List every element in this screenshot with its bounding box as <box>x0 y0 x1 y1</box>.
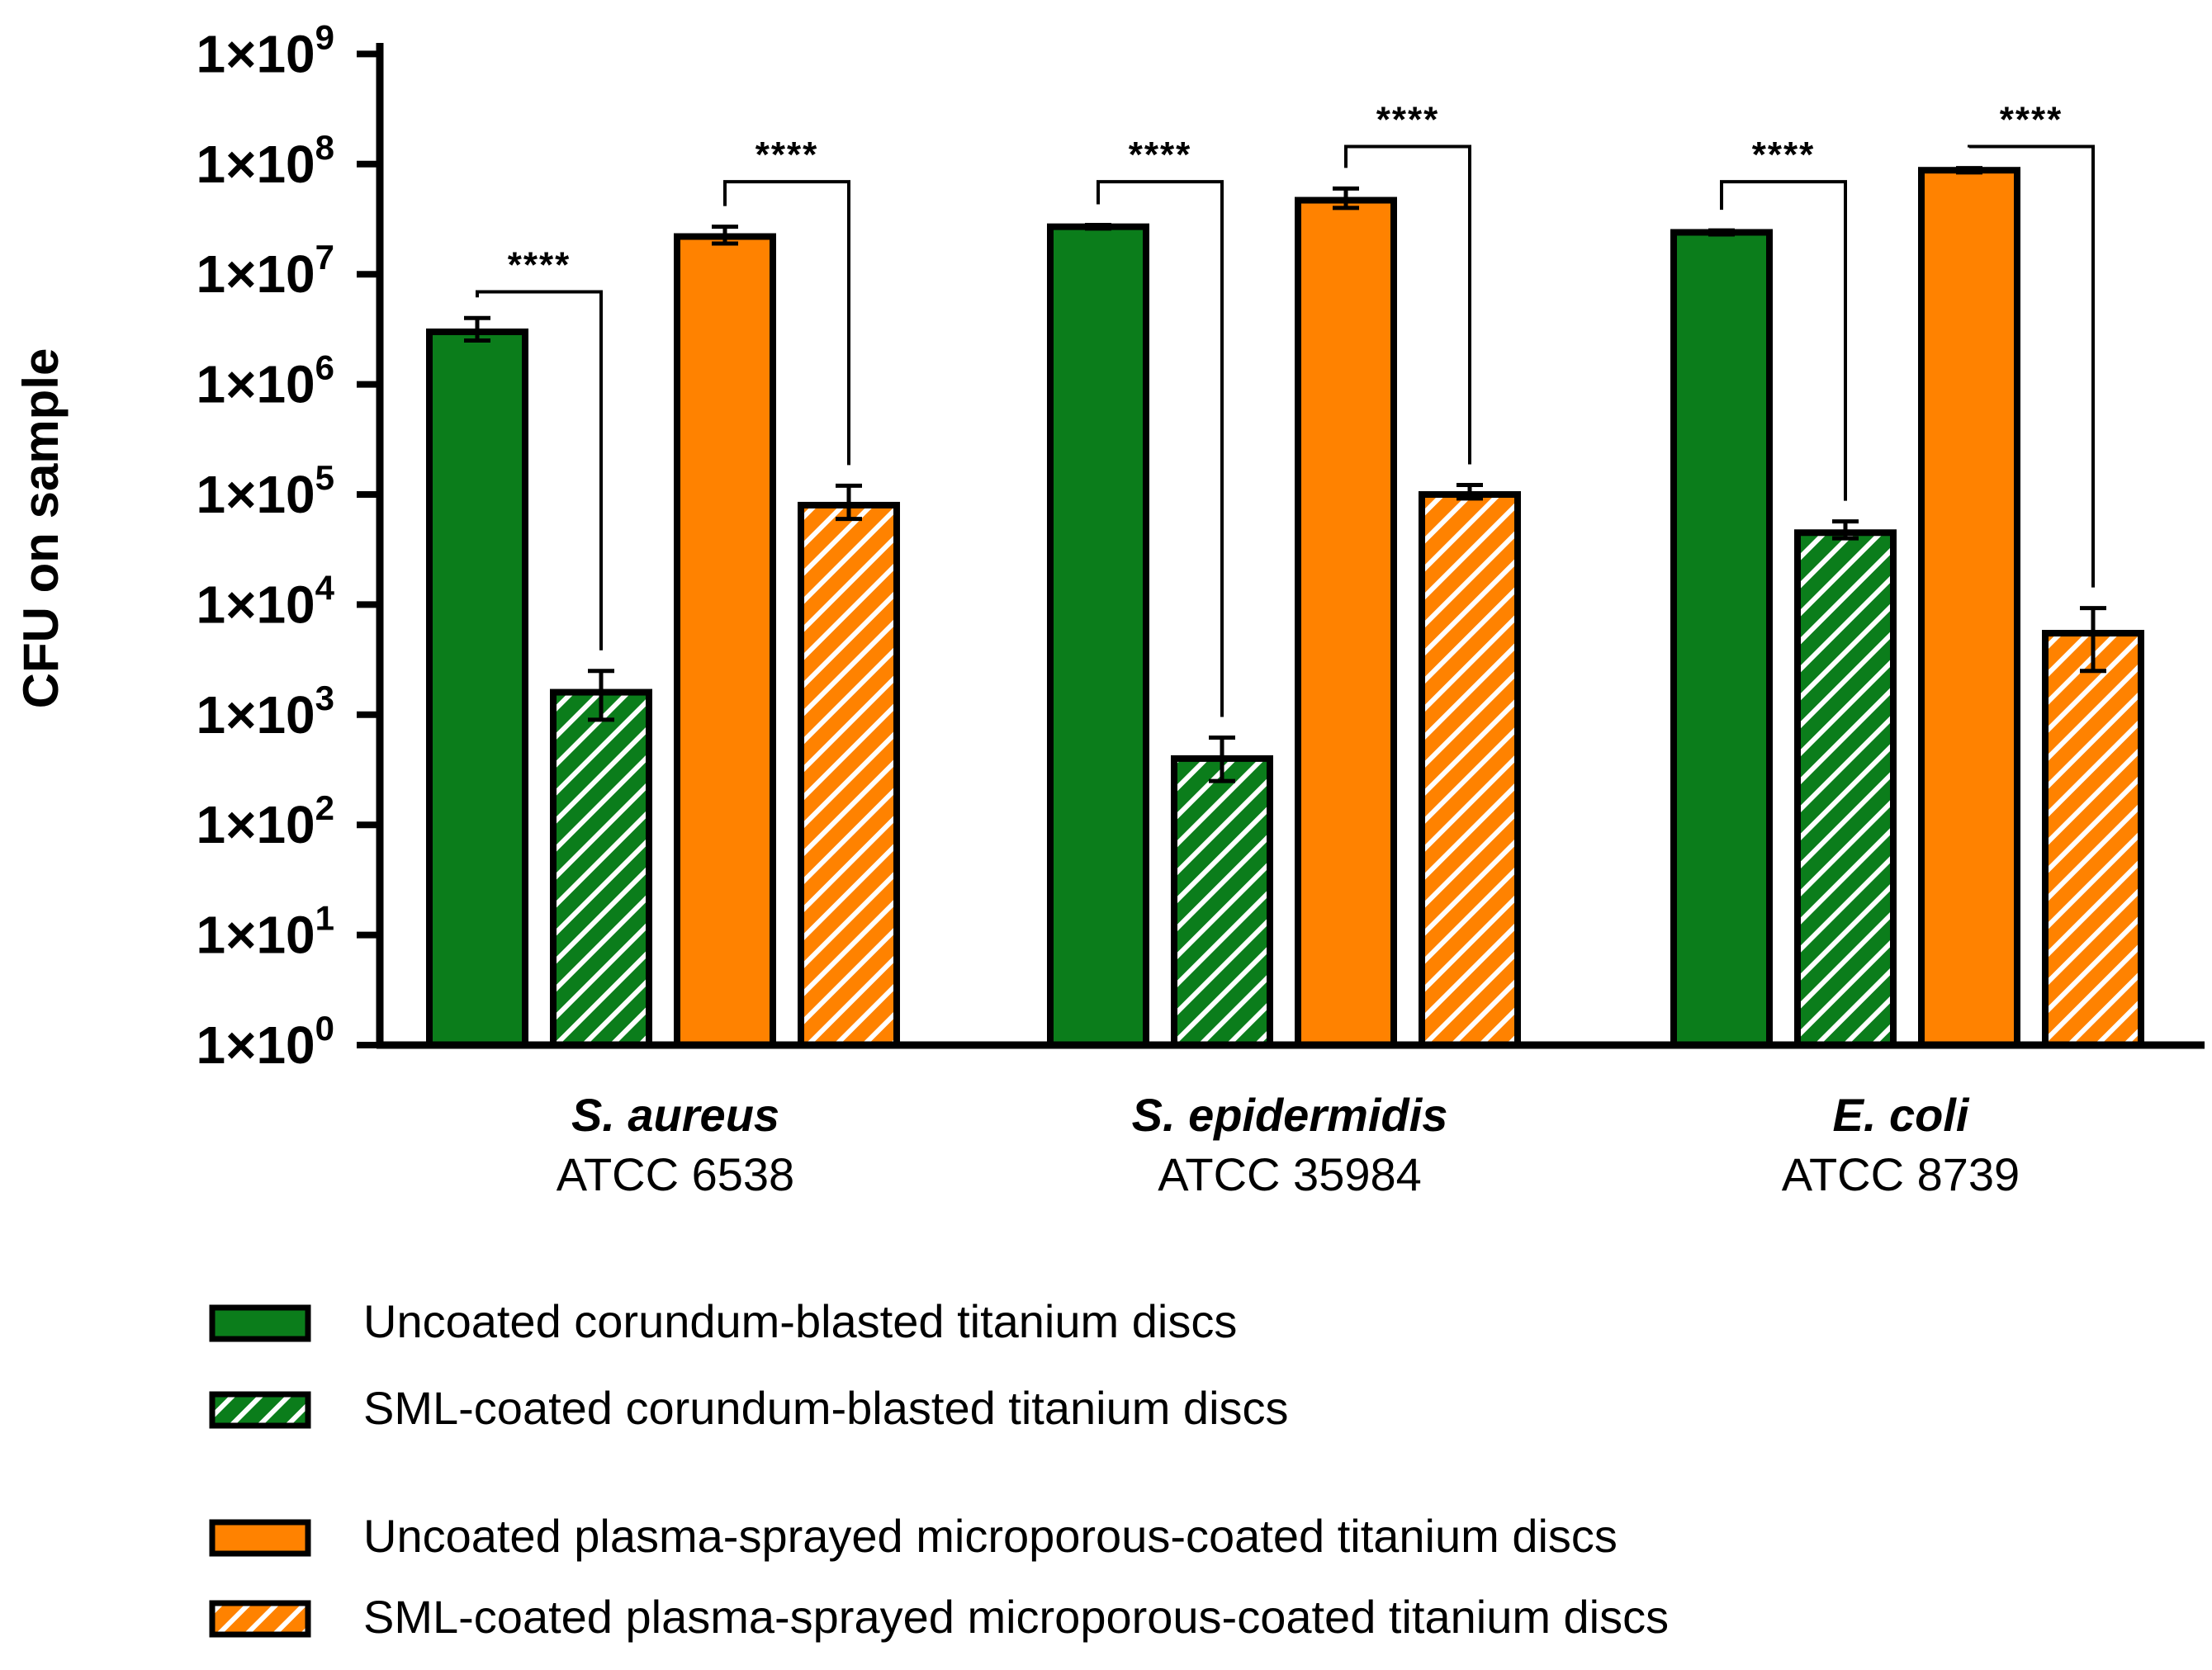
category-species-label: S. epidermidis <box>1132 1089 1448 1141</box>
category-species-label: E. coli <box>1833 1089 1970 1141</box>
significance-label: **** <box>1752 135 1816 175</box>
category-strain-label: ATCC 6538 <box>557 1148 794 1200</box>
bar <box>1047 223 1149 1048</box>
bar <box>1918 167 2020 1048</box>
x-axis-category-labels: S. aureus ATCC 6538 S. epidermidis ATCC 359… <box>557 1089 2020 1200</box>
significance-label: **** <box>1376 99 1440 140</box>
y-tick-label: 1×101 <box>196 899 334 965</box>
y-axis-ticks: 1×100 1×101 1×102 1×103 1×104 1×105 1×106 1×107… <box>196 17 380 1075</box>
significance-bracket <box>476 290 603 650</box>
significance-label: **** <box>1129 135 1192 175</box>
error-bars <box>464 166 2106 783</box>
significance-bracket <box>1344 144 1471 465</box>
significance-bracket <box>1968 144 2095 588</box>
legend: Uncoated corundum-blasted titanium discs… <box>209 1295 1669 1643</box>
significance-label: **** <box>755 135 819 175</box>
bar <box>2042 630 2144 1049</box>
y-tick-label: 1×108 <box>196 128 334 194</box>
bar <box>1295 196 1397 1048</box>
bar <box>674 233 776 1048</box>
legend-label: SML-coated plasma-sprayed microporous-co… <box>363 1591 1669 1643</box>
bar <box>798 501 900 1048</box>
category-strain-label: ATCC 35984 <box>1158 1148 1422 1200</box>
y-tick-label: 1×103 <box>196 679 334 745</box>
legend-label: Uncoated plasma-sprayed microporous-coat… <box>363 1510 1618 1562</box>
y-tick-label: 1×107 <box>196 238 334 304</box>
y-tick-label: 1×100 <box>196 1009 334 1075</box>
significance-label: **** <box>2000 99 2063 140</box>
significance-bracket <box>1097 180 1224 717</box>
y-tick-label: 1×104 <box>196 568 334 634</box>
bar <box>550 688 652 1048</box>
y-axis-title: CFU on sample <box>13 348 69 709</box>
legend-label: Uncoated corundum-blasted titanium discs <box>363 1295 1237 1347</box>
category-strain-label: ATCC 8739 <box>1782 1148 2020 1200</box>
y-tick-label: 1×109 <box>196 17 334 83</box>
significance-bracket <box>1720 180 1847 501</box>
significance-label: **** <box>508 245 571 286</box>
bar <box>1670 229 1773 1049</box>
bar <box>1171 755 1273 1048</box>
significance-bracket <box>723 180 850 466</box>
legend-swatch <box>209 1391 311 1429</box>
y-tick-label: 1×105 <box>196 458 334 524</box>
bar <box>1794 529 1897 1048</box>
bar <box>426 328 528 1048</box>
bars <box>426 167 2144 1049</box>
significance-brackets: **** **** **** **** **** **** <box>476 99 2095 717</box>
bar <box>1419 491 1521 1048</box>
legend-swatch <box>209 1519 311 1557</box>
legend-swatch <box>209 1600 311 1638</box>
legend-label: SML-coated corundum-blasted titanium dis… <box>363 1382 1289 1434</box>
y-tick-label: 1×102 <box>196 788 334 854</box>
y-tick-label: 1×106 <box>196 348 334 414</box>
category-species-label: S. aureus <box>571 1089 779 1141</box>
legend-swatch <box>209 1304 311 1342</box>
